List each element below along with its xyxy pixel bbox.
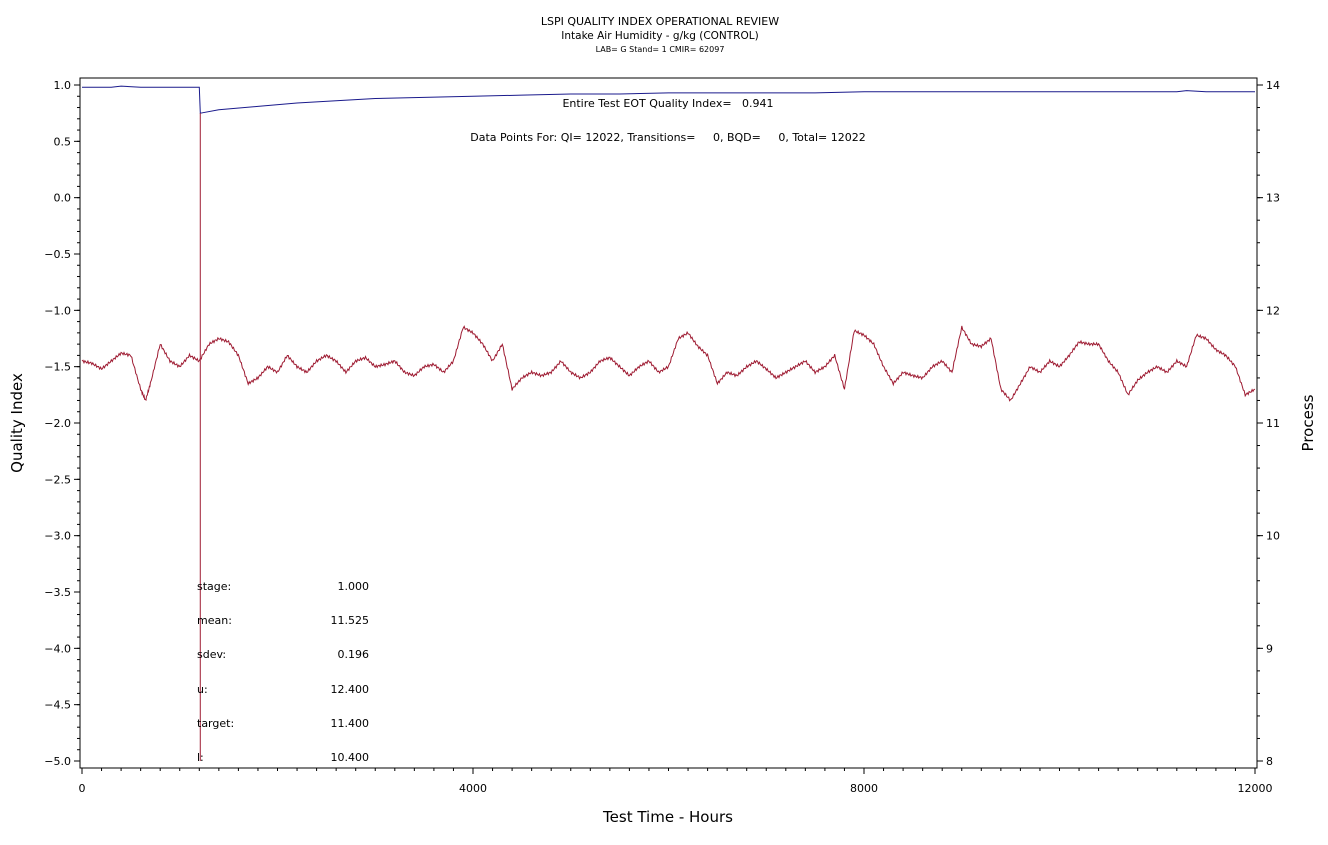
x-tick-label: 0 <box>79 782 86 795</box>
quality-index-series-line <box>82 85 1255 114</box>
y-tick-label: −5.0 <box>44 755 71 768</box>
y-tick-label: 1.0 <box>54 79 72 92</box>
y-tick-label: 0.5 <box>54 135 72 148</box>
data-points-annotation: Data Points For: QI= 12022, Transitions=… <box>470 131 865 144</box>
stat-value: 0.196 <box>338 648 370 661</box>
y-tick-label: 0.0 <box>54 192 72 205</box>
y2-tick-label: 12 <box>1266 304 1280 317</box>
y-tick-label: −1.0 <box>44 304 71 317</box>
y-tick-label: −3.0 <box>44 530 71 543</box>
y-tick-label: −3.5 <box>44 586 71 599</box>
y-tick-label: −4.5 <box>44 699 71 712</box>
y-tick-label: −1.5 <box>44 361 71 374</box>
x-tick-label: 12000 <box>1238 782 1273 795</box>
eot-annotation: Entire Test EOT Quality Index= 0.941 <box>562 97 773 110</box>
y-tick-label: −0.5 <box>44 248 71 261</box>
stat-value: 12.400 <box>331 683 370 696</box>
x-axis-title: Test Time - Hours <box>602 808 733 826</box>
y2-tick-label: 13 <box>1266 192 1280 205</box>
y2-tick-label: 10 <box>1266 530 1280 543</box>
chart-subtitle: Intake Air Humidity - g/kg (CONTROL) <box>561 30 758 42</box>
y-axis-title: Quality Index <box>8 373 26 473</box>
stat-label: sdev: <box>197 648 226 661</box>
chart-subtitle-2: LAB= G Stand= 1 CMIR= 62097 <box>596 45 725 54</box>
y2-tick-label: 14 <box>1266 79 1280 92</box>
stat-label: stage: <box>197 580 231 593</box>
plot-frame <box>79 77 1258 769</box>
y2-axis-title: Process <box>1299 394 1317 451</box>
axis-ticks: 1.0 0.5 0.0 −0.5 −1.0 −1.5 −2.0 −2.5 −3.0 −3.5 −4.… <box>44 79 1280 795</box>
stat-label: u: <box>197 683 208 696</box>
x-tick-label: 8000 <box>850 782 878 795</box>
process-series-line <box>81 325 1256 402</box>
series-lines <box>81 85 1256 761</box>
y-tick-label: −4.0 <box>44 642 71 655</box>
y2-tick-label: 11 <box>1266 417 1280 430</box>
chart-title: LSPI QUALITY INDEX OPERATIONAL REVIEW <box>541 15 779 28</box>
stat-value: 11.525 <box>331 614 370 627</box>
stat-label: target: <box>197 717 234 730</box>
y-tick-label: −2.0 <box>44 417 71 430</box>
stat-label: mean: <box>197 614 232 627</box>
x-tick-label: 4000 <box>459 782 487 795</box>
y2-tick-label: 9 <box>1266 642 1273 655</box>
stat-value: 1.000 <box>338 580 370 593</box>
stats-block: stage: 1.000 mean: 11.525 sdev: 0.196 u: 12.400… <box>197 580 369 764</box>
stat-value: 10.400 <box>331 751 370 764</box>
stat-label: l: <box>197 751 204 764</box>
y2-tick-label: 8 <box>1266 755 1273 768</box>
stat-value: 11.400 <box>331 717 370 730</box>
y-tick-label: −2.5 <box>44 473 71 486</box>
